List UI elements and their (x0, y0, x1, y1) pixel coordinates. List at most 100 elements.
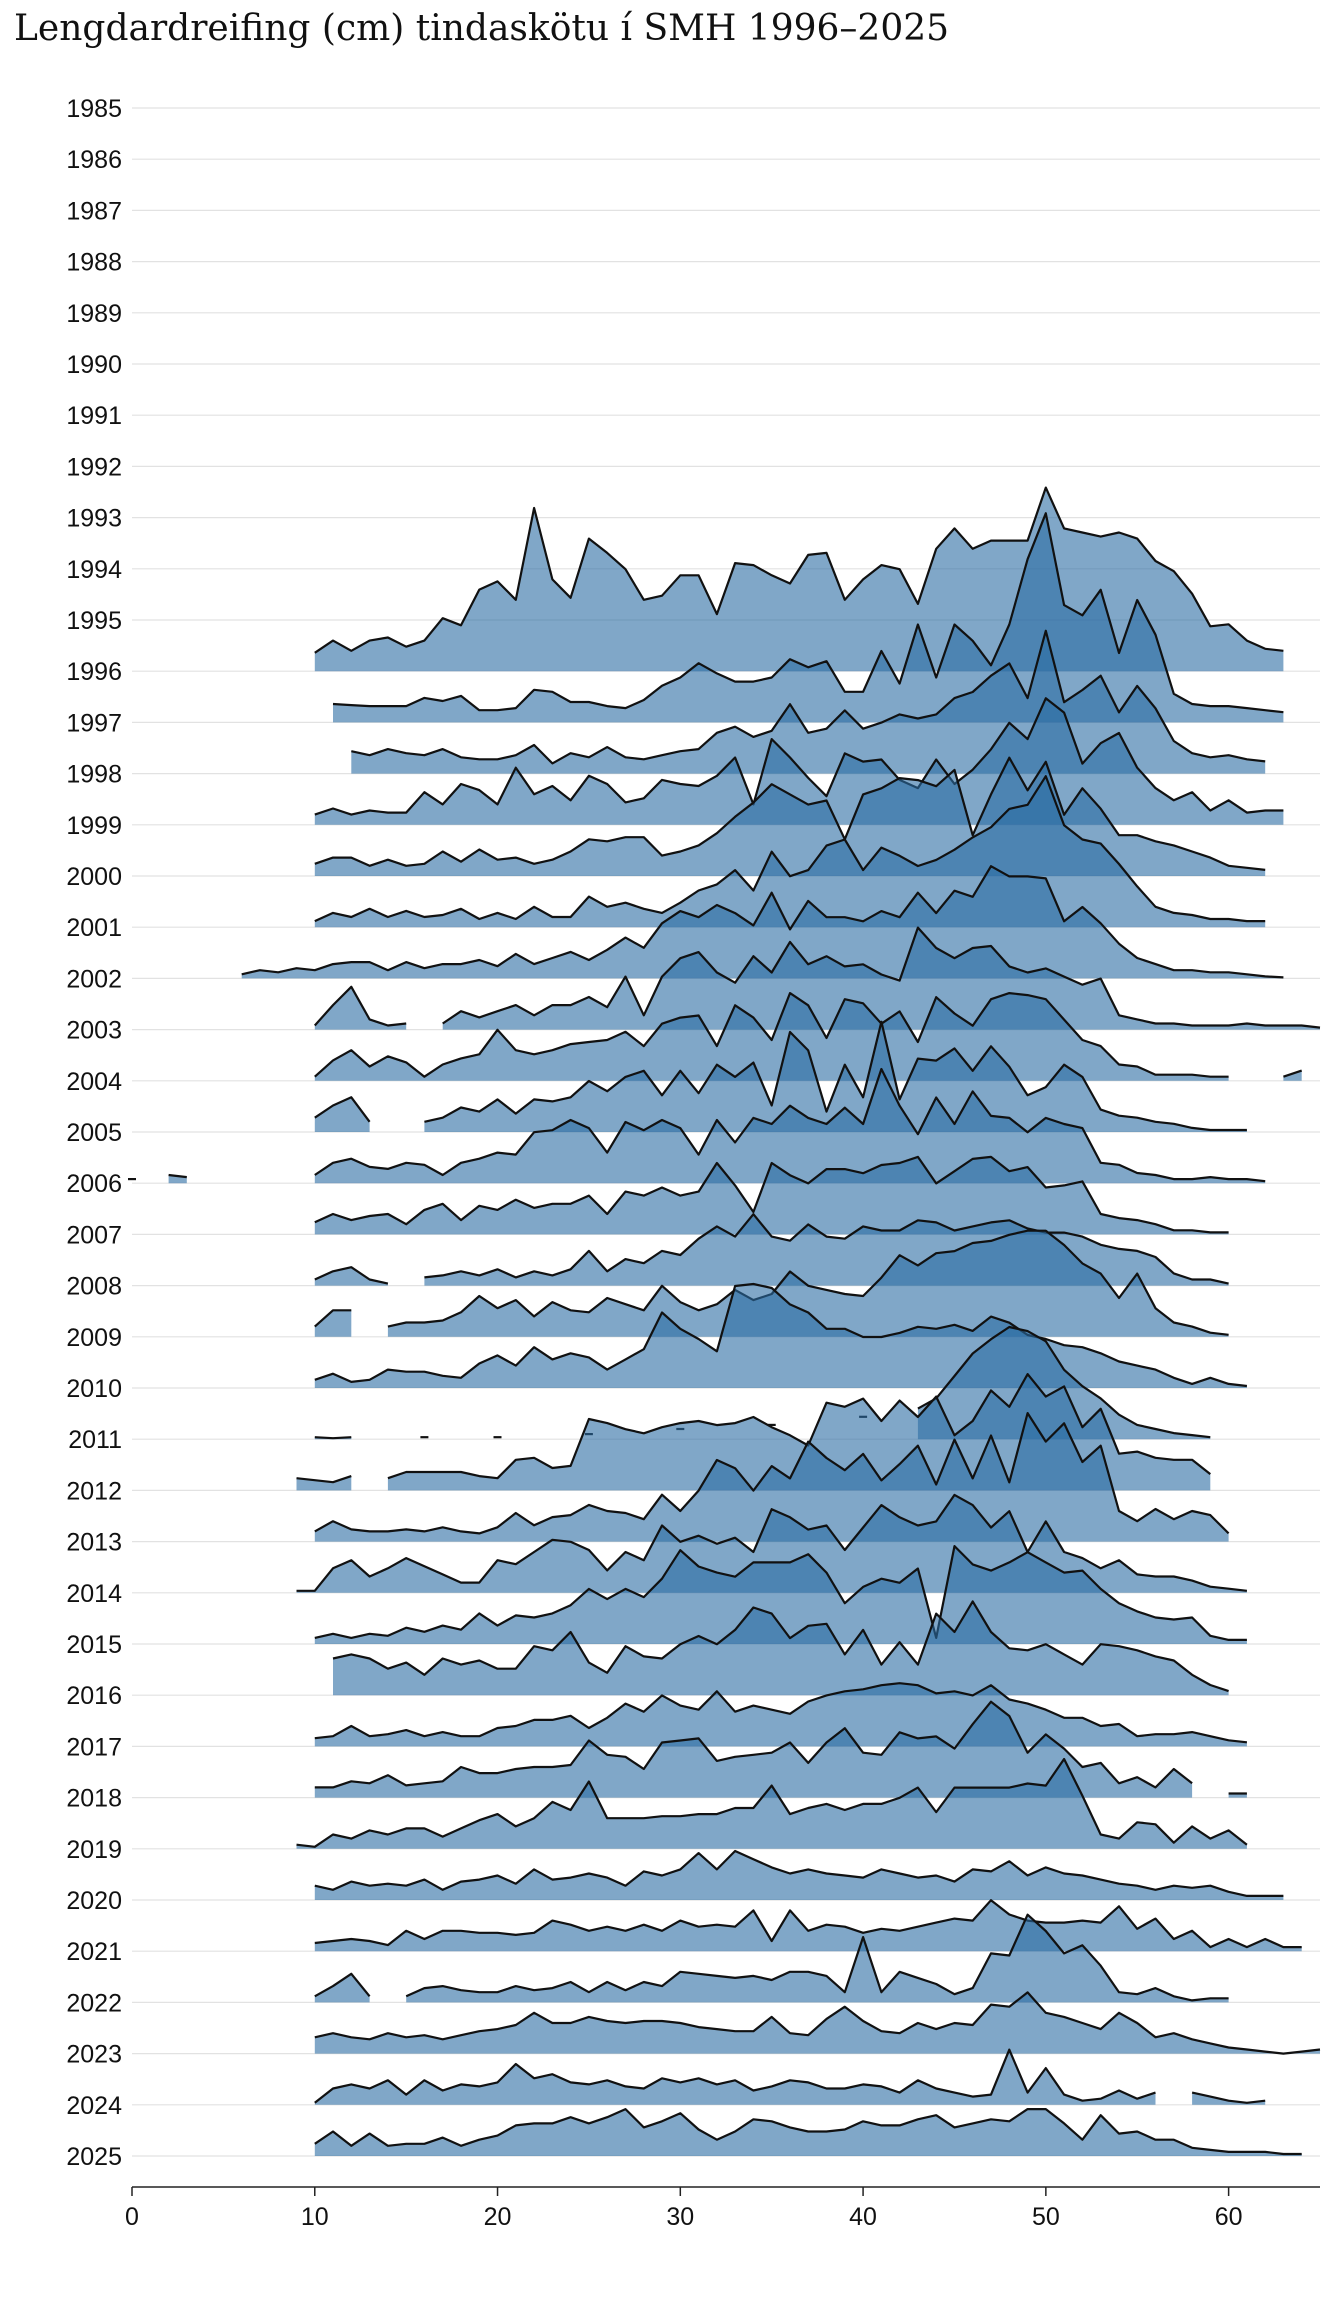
chart-title: Lengdardreifing (cm) tindaskötu í SMH 19… (14, 8, 950, 49)
ridge-2006 (128, 1067, 1266, 1184)
ridge-line-2024-0 (314, 2048, 1156, 2104)
ridge-2024 (314, 2048, 1266, 2105)
ridge-line-1997-0 (332, 512, 1284, 714)
y-tick-label-2000: 2000 (66, 863, 122, 891)
ridge-area-2024-0 (314, 2049, 1156, 2105)
ridge-area-2016-0 (333, 1601, 1229, 1696)
y-axis-labels: 1985 1986 1987 1988 1989 1990 1991 1992 1993 1994… (66, 95, 122, 2171)
ridge-2020 (314, 1849, 1284, 1900)
ridge-line-1998-0 (351, 629, 1266, 765)
ridge-line-2004-1 (1283, 1069, 1303, 1078)
y-tick-label-1988: 1988 (66, 249, 122, 277)
x-tick-label-10: 10 (301, 2203, 329, 2231)
ridge-2025 (314, 2108, 1302, 2156)
ridge-line-2015-0 (314, 1545, 1247, 1641)
ridge-2016 (332, 1600, 1229, 1696)
ridge-line-2018-0 (314, 1700, 1193, 1789)
ridge-area-2022-0 (314, 1973, 370, 2003)
ridges (128, 486, 1321, 2156)
ridge-line-2017-0 (314, 1682, 1248, 1744)
ridge-2019 (296, 1757, 1248, 1849)
ridge-2005 (314, 1020, 1247, 1132)
x-tick-label-0: 0 (125, 2203, 139, 2231)
y-tick-label-2001: 2001 (66, 914, 122, 942)
y-tick-label-2005: 2005 (66, 1119, 122, 1147)
y-tick-label-1992: 1992 (66, 453, 122, 481)
ridge-2002 (241, 865, 1284, 979)
y-tick-label-2008: 2008 (66, 1273, 122, 1301)
ridge-area-2020-0 (314, 1851, 1284, 1900)
ridge-2022 (314, 1913, 1229, 2003)
ridge-area-2012-0 (296, 1476, 352, 1491)
y-tick-label-2015: 2015 (66, 1631, 122, 1659)
y-tick-label-2012: 2012 (66, 1477, 122, 1505)
ridge-2013 (314, 1412, 1230, 1542)
ridge-line-2021-0 (314, 1899, 1302, 1949)
ridge-line-2000-0 (314, 756, 1266, 871)
ridge-line-2014-0 (296, 1493, 1248, 1592)
y-tick-label-2024: 2024 (66, 2092, 122, 2120)
y-tick-label-2018: 2018 (66, 1785, 122, 1813)
ridge-line-2005-0 (314, 1096, 371, 1123)
y-tick-label-2011: 2011 (68, 1426, 122, 1454)
ridge-line-2001-0 (314, 775, 1266, 923)
ridge-line-2007-0 (314, 1155, 1229, 1234)
y-tick-label-2014: 2014 (66, 1580, 122, 1608)
ridge-2018 (314, 1700, 1247, 1798)
ridge-line-2022-1 (405, 1913, 1229, 2002)
ridge-area-2009-0 (314, 1310, 352, 1337)
ridge-area-2002-0 (241, 866, 1284, 979)
ridge-line-2012-1 (387, 1373, 1211, 1480)
ridge-line-2019-0 (296, 1757, 1248, 1848)
x-tick-label-50: 50 (1032, 2203, 1060, 2231)
ridge-area-2003-0 (314, 986, 407, 1030)
x-tick-label-20: 20 (484, 2203, 512, 2231)
ridge-area-2023-0 (314, 1992, 1320, 2054)
ridge-line-2010-0 (314, 1282, 1248, 1388)
ridge-line-2008-0 (314, 1266, 389, 1285)
ridge-line-1999-0 (314, 697, 1284, 816)
ridge-2023 (314, 1991, 1321, 2055)
ridge-area-2019-0 (296, 1759, 1247, 1849)
ridge-line-2024-1 (1191, 2091, 1266, 2104)
ridge-area-2005-0 (314, 1097, 370, 1132)
x-axis: 0 10 20 30 40 50 60 (125, 2186, 1320, 2231)
y-tick-label-2020: 2020 (66, 1887, 122, 1915)
ridge-area-2006-2 (314, 1069, 1266, 1184)
ridge-2021 (314, 1899, 1302, 1952)
y-tick-label-1995: 1995 (66, 607, 122, 635)
y-tick-label-1996: 1996 (66, 658, 122, 686)
y-tick-label-2017: 2017 (66, 1733, 122, 1761)
ridge-line-2025-0 (314, 2108, 1302, 2156)
ridge-2009 (314, 1229, 1229, 1337)
ridge-line-2003-0 (313, 985, 407, 1027)
ridge-area-2003-1 (442, 927, 1320, 1030)
y-tick-label-2025: 2025 (66, 2143, 122, 2171)
ridge-area-2015-0 (314, 1546, 1247, 1644)
ridge-2015 (314, 1545, 1247, 1644)
ridge-line-2020-0 (314, 1849, 1284, 1897)
y-tick-label-1993: 1993 (66, 505, 122, 533)
y-tick-label-1991: 1991 (66, 402, 122, 430)
y-tick-label-1997: 1997 (66, 709, 122, 737)
ridge-2003 (313, 926, 1321, 1030)
ridge-line-1996-0 (314, 486, 1284, 654)
ridge-area-2022-1 (406, 1914, 1229, 2003)
ridge-line-2006-2 (314, 1067, 1266, 1183)
ridge-area-2021-0 (314, 1900, 1302, 1952)
ridge-line-2005-1 (424, 1020, 1247, 1132)
y-tick-label-2010: 2010 (66, 1375, 122, 1403)
y-tick-label-2003: 2003 (66, 1017, 122, 1045)
y-tick-label-2006: 2006 (66, 1170, 122, 1198)
y-tick-label-2013: 2013 (66, 1529, 122, 1557)
ridge-area-2008-0 (314, 1267, 388, 1286)
x-tick-label-40: 40 (849, 2203, 877, 2231)
ridge-area-2007-0 (314, 1156, 1229, 1235)
y-tick-label-1990: 1990 (66, 351, 122, 379)
ridge-line-2009-1 (387, 1229, 1229, 1336)
y-tick-label-1987: 1987 (66, 197, 122, 225)
ridge-line-2022-0 (314, 1972, 371, 1998)
ridge-line-2012-0 (296, 1475, 352, 1484)
ridge-line-2008-1 (424, 1213, 1229, 1285)
y-tick-label-2009: 2009 (66, 1324, 122, 1352)
